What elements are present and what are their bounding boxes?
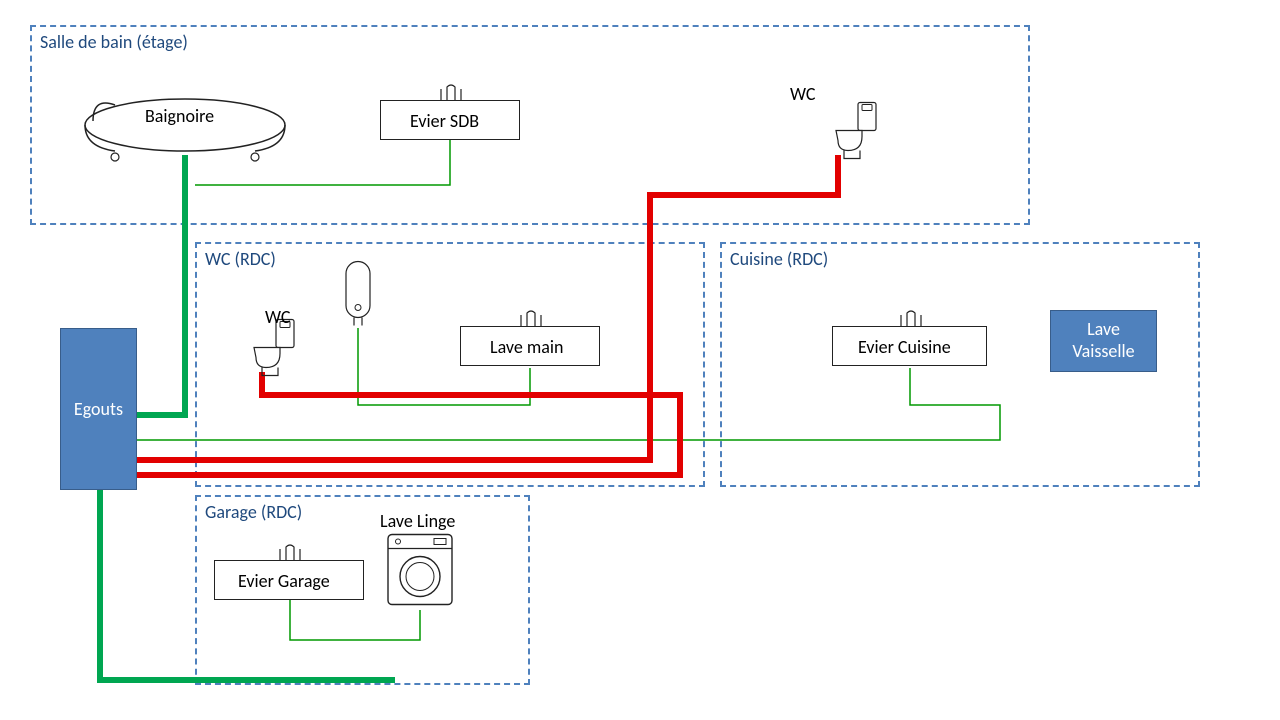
lave-linge-label: Lave Linge — [380, 510, 455, 532]
room-title-garage: Garage (RDC) — [205, 501, 302, 523]
wc-etage-label: WC — [790, 83, 815, 105]
lave-vaisselle-label: LaveVaisselle — [1072, 319, 1134, 362]
room-title-cuisine: Cuisine (RDC) — [730, 248, 828, 270]
egouts-box: Egouts — [60, 328, 137, 490]
room-title-wc-rdc: WC (RDC) — [205, 248, 276, 270]
room-title-sdb: Salle de bain (étage) — [40, 31, 188, 53]
lave-vaisselle-box: LaveVaisselle — [1050, 310, 1157, 372]
wc-rdc-label: WC — [265, 306, 290, 328]
wc-etage-fixture — [832, 101, 882, 166]
bathtub-label: Baignoire — [145, 105, 214, 127]
lave-linge-fixture — [384, 531, 456, 614]
egouts-label: Egouts — [74, 398, 123, 420]
evier-garage-label: Evier Garage — [238, 570, 330, 592]
water-heater-fixture — [340, 258, 376, 333]
lave-main-label: Lave main — [490, 336, 563, 358]
evier-sdb-label: Evier SDB — [410, 110, 479, 132]
evier-cuisine-label: Evier Cuisine — [858, 336, 951, 358]
